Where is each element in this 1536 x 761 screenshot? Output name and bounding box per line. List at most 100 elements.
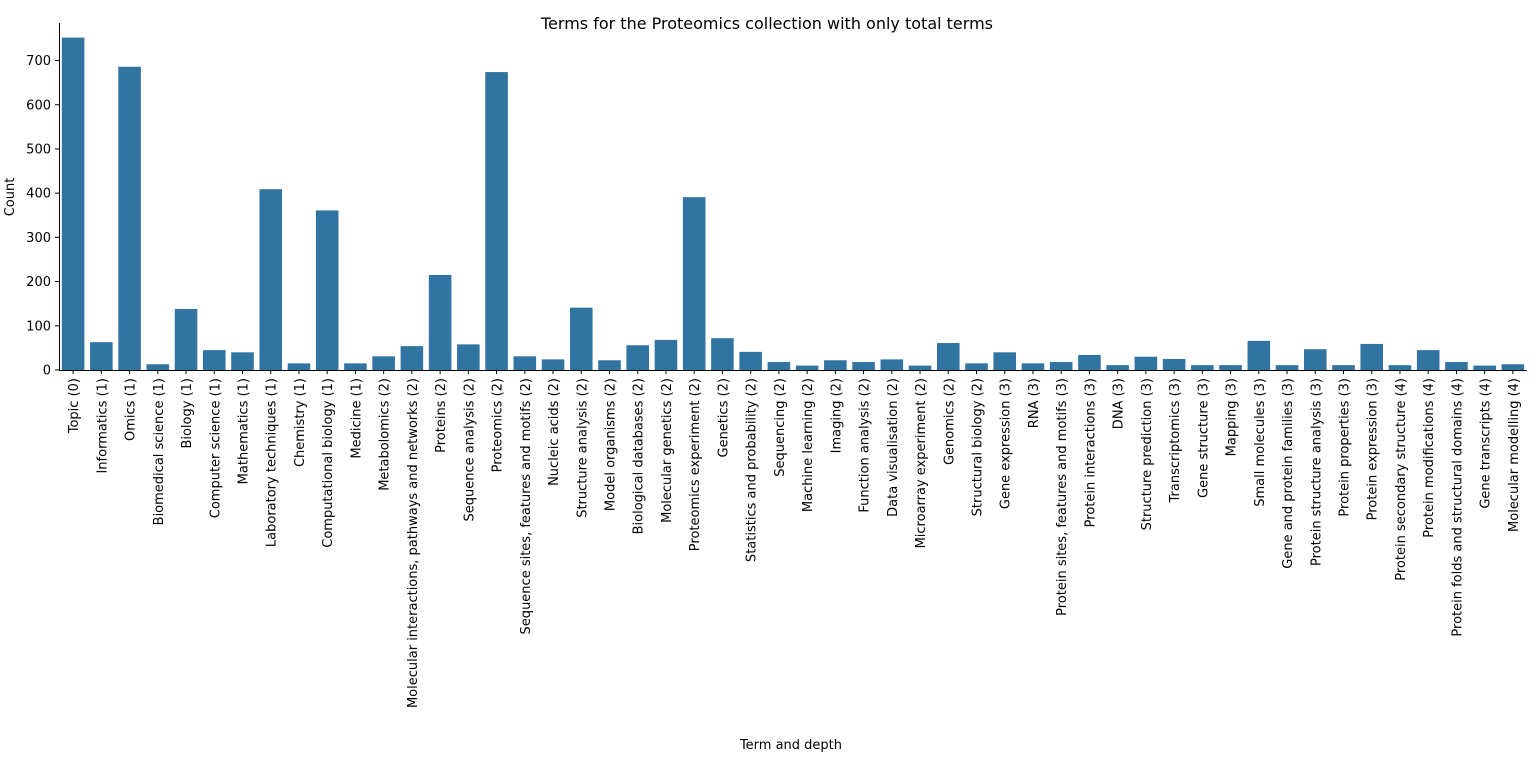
y-tick-label: 700 [26,54,51,69]
bar [569,307,593,370]
x-tick-label: Molecular genetics (2) [660,378,675,523]
bar [880,359,904,370]
chart-title: Terms for the Proteomics collection with… [540,14,993,33]
y-tick-label: 100 [26,319,51,334]
x-tick-label: Metabolomics (2) [378,378,393,491]
x-tick-label: Biomedical science (1) [152,378,167,525]
bar [908,365,932,370]
x-tick-label: Model organisms (2) [604,378,619,511]
bar [1332,365,1355,370]
x-tick-label: Molecular interactions, pathways and net… [406,378,421,708]
bar [795,365,819,370]
x-tick-label: Structural biology (2) [971,378,986,516]
bar [513,356,537,370]
bar [1191,365,1214,370]
x-tick-label: Chemistry (1) [293,378,308,467]
bar [259,189,283,370]
bar [1473,365,1496,370]
bar [428,274,452,370]
bar [993,352,1017,370]
bar [965,363,988,370]
bar [485,72,508,370]
bar [1501,364,1525,370]
x-tick-label: Mathematics (1) [237,378,252,484]
x-tick-label: Gene structure (3) [1196,378,1211,498]
x-tick-label: Sequence analysis (2) [462,378,477,521]
x-tick-label: Statistics and probability (2) [745,378,760,562]
x-tick-label: Structure analysis (2) [575,378,590,518]
bar [626,345,650,370]
x-tick-label: Small molecules (3) [1253,378,1268,507]
bar [936,343,960,370]
bar [767,362,791,370]
x-tick-label: Protein interactions (3) [1083,378,1098,527]
y-tick-label: 400 [26,187,51,202]
bar [400,346,424,370]
bar [287,363,311,370]
bar [372,356,395,370]
bar [315,210,339,370]
x-tick-label: Molecular modelling (4) [1507,378,1522,532]
x-tick-label: Protein sites, features and motifs (3) [1055,378,1070,616]
x-tick-label: Structure prediction (3) [1140,378,1155,530]
y-tick-label: 600 [26,98,51,113]
x-tick-label: Computational biology (1) [321,378,336,548]
bar [1049,362,1073,370]
x-tick-label: Gene transcripts (4) [1479,378,1494,509]
x-tick-label: Informatics (1) [95,378,110,474]
bar [598,360,621,370]
x-tick-label: Computer science (1) [208,378,223,518]
x-tick-label: Nucleic acids (2) [547,378,562,486]
bar [1360,343,1384,370]
bar [1388,365,1412,370]
x-tick-label: Omics (1) [124,378,139,441]
bar [711,338,734,370]
x-tick-label: Gene and protein families (3) [1281,378,1296,569]
x-tick-label: Protein properties (3) [1338,378,1353,517]
bar [852,362,875,370]
x-tick-label: Machine learning (2) [801,378,816,512]
x-tick-label: Protein secondary structure (4) [1394,378,1409,581]
y-tick-label: 500 [26,142,51,157]
bar [824,360,847,370]
x-tick-label: DNA (3) [1112,378,1127,429]
bar [174,309,198,370]
bar [1162,358,1186,370]
bar [231,352,254,370]
bar [1275,365,1299,370]
bar [682,197,706,370]
x-tick-label: Proteins (2) [434,378,449,453]
bar [1078,354,1101,370]
bar [1134,356,1158,370]
x-tick-label: Genomics (2) [942,378,957,465]
x-tick-label: Imaging (2) [829,378,844,453]
x-tick-label: Proteomics experiment (2) [688,378,703,551]
x-tick-label: Sequencing (2) [773,378,788,477]
x-tick-label: Topic (0) [67,378,82,434]
bar [61,37,85,371]
x-tick-label: Proteomics (2) [491,378,506,472]
x-tick-label: Transcriptomics (3) [1168,378,1183,504]
bar [739,351,762,370]
bar [202,350,226,370]
bar [344,363,367,370]
y-axis-title: Count [3,178,18,217]
x-tick-label: Protein folds and structural domains (4) [1450,378,1465,637]
bar [118,66,141,370]
x-tick-label: Microarray experiment (2) [914,378,929,548]
bar [1106,365,1129,370]
bar [1303,349,1327,370]
bar [654,339,678,370]
x-tick-label: Gene expression (3) [999,378,1014,509]
x-tick-label: Sequence sites, features and motifs (2) [519,378,534,634]
x-tick-label: Genetics (2) [716,378,731,458]
x-tick-label: Biological databases (2) [632,378,647,534]
y-tick-label: 300 [26,231,51,246]
x-tick-label: Mapping (3) [1225,378,1240,456]
x-tick-group: Topic (0) Informatics (1) Omics (1) Biomedi… [67,370,1522,708]
bar [1021,363,1045,370]
bar [1445,362,1468,370]
bar [1219,365,1242,370]
